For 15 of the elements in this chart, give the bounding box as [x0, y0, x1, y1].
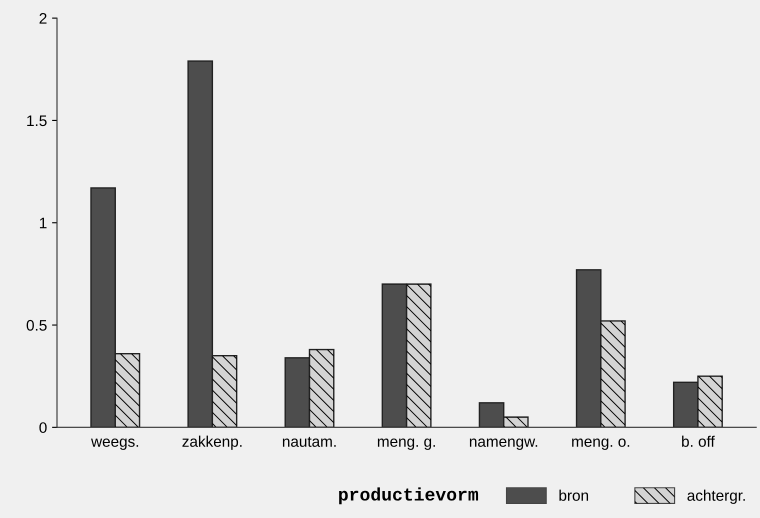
x-tick-label: zakkenp.	[182, 436, 242, 450]
legend-label: achtergr.	[687, 490, 745, 504]
x-tick-label: meng. o.	[572, 438, 630, 450]
legend-title: productievorm	[339, 487, 478, 504]
legend-label: bron	[559, 490, 588, 501]
y-tick-label: 0.5	[26, 320, 47, 331]
x-tick-label: weegs.	[91, 438, 138, 450]
x-tick-label: namengw.	[470, 438, 538, 450]
y-tick-label: 1	[40, 218, 47, 228]
y-tick-label: 1.5	[27, 115, 47, 126]
x-tick-label: meng. g.	[378, 438, 435, 450]
x-tick-label: nautam.	[282, 436, 336, 447]
y-tick-label: 0	[39, 422, 47, 434]
y-tick-label: 2	[40, 13, 47, 24]
x-tick-label: b. off	[682, 436, 715, 447]
